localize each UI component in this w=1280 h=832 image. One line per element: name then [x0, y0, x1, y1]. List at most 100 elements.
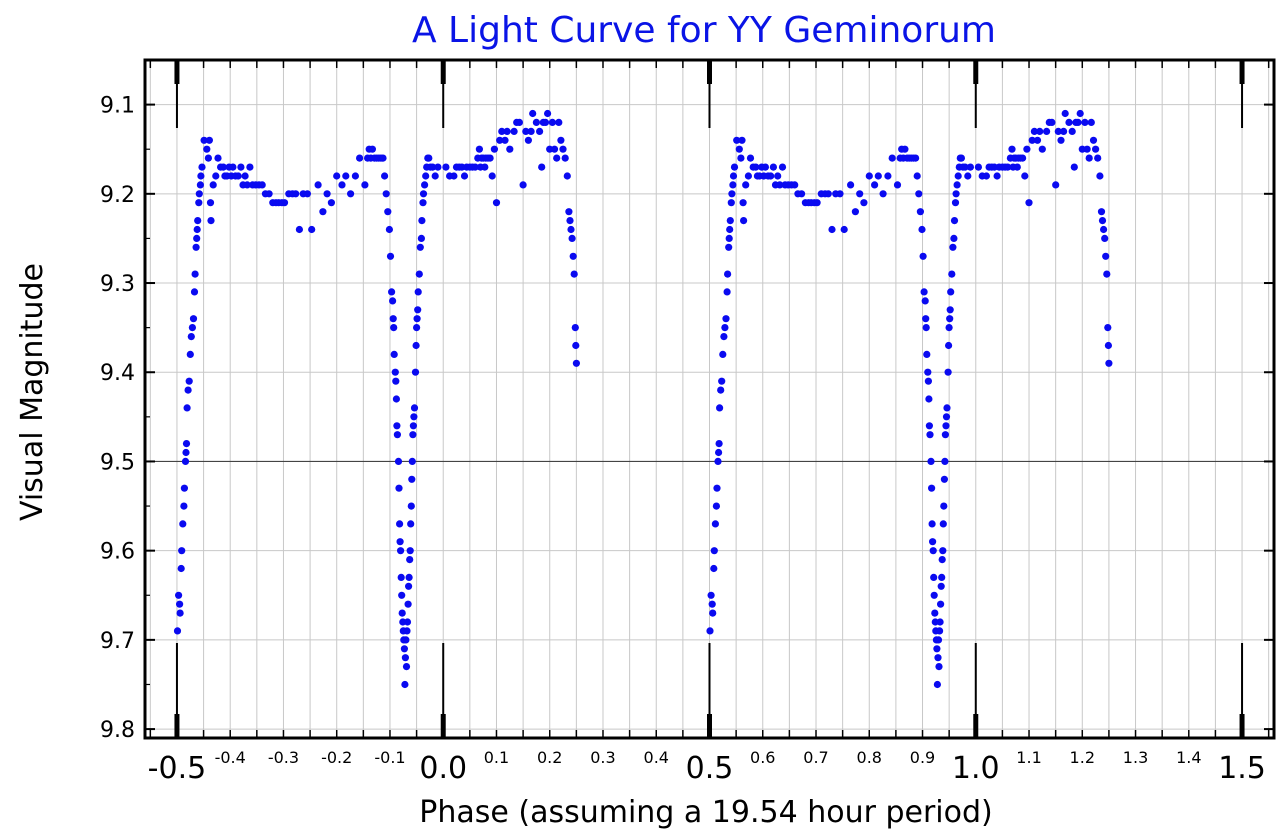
data-point: [425, 154, 433, 162]
data-point: [176, 600, 184, 608]
data-point: [538, 163, 546, 171]
data-point: [561, 154, 569, 162]
data-point: [541, 118, 550, 126]
data-point: [778, 163, 787, 171]
data-point: [954, 172, 962, 180]
data-point: [308, 225, 316, 234]
data-point: [506, 145, 514, 153]
data-point: [813, 199, 821, 207]
data-point: [498, 127, 506, 135]
data-point: [1023, 145, 1031, 153]
data-point: [921, 297, 929, 305]
data-point: [393, 422, 401, 430]
data-point: [742, 181, 750, 189]
data-point: [205, 136, 213, 144]
data-point: [177, 564, 185, 573]
data-point: [893, 181, 902, 189]
data-point: [714, 457, 722, 465]
data-point: [191, 270, 199, 278]
data-point: [720, 333, 728, 341]
data-point: [951, 199, 960, 207]
data-point: [422, 172, 430, 180]
data-point: [709, 609, 717, 617]
data-point: [391, 368, 399, 376]
data-point: [180, 484, 188, 492]
data-point: [188, 324, 196, 332]
data-point: [186, 350, 194, 358]
x-minor-tick-label: 0.8: [857, 748, 882, 767]
data-point: [323, 190, 331, 198]
data-point: [442, 163, 450, 171]
data-point: [930, 573, 938, 582]
data-point: [415, 270, 423, 278]
x-minor-tick-label: -0.1: [374, 748, 405, 767]
x-minor-tick-label: -0.4: [215, 748, 246, 767]
data-point: [401, 680, 409, 689]
data-point: [930, 591, 938, 599]
data-point: [408, 475, 416, 483]
data-point: [182, 448, 190, 457]
data-point: [729, 181, 737, 189]
data-point: [178, 547, 186, 555]
x-minor-tick-label: -0.3: [268, 748, 299, 767]
data-point: [937, 600, 945, 608]
data-point: [1070, 163, 1078, 171]
data-point: [939, 520, 947, 528]
data-point: [746, 154, 755, 162]
data-point: [940, 475, 949, 483]
data-point: [1104, 341, 1112, 350]
data-point: [925, 395, 933, 403]
data-point: [1061, 109, 1069, 118]
data-point: [488, 172, 496, 180]
data-point: [402, 636, 410, 644]
data-point: [569, 252, 577, 260]
data-point: [974, 163, 983, 171]
data-point: [737, 154, 745, 162]
data-point: [840, 225, 848, 234]
data-point: [707, 591, 715, 599]
data-point: [408, 457, 416, 465]
data-point: [1019, 154, 1027, 162]
data-point: [769, 163, 778, 171]
data-point: [884, 172, 892, 180]
x-minor-tick-label: 0.7: [803, 748, 828, 767]
data-point: [716, 404, 724, 412]
data-point: [729, 172, 738, 180]
data-point: [411, 368, 420, 376]
data-point: [824, 190, 832, 198]
y-tick-label: 9.1: [100, 94, 135, 119]
data-point: [389, 315, 397, 323]
data-point: [392, 395, 400, 403]
data-point: [280, 199, 289, 207]
data-point: [406, 556, 414, 564]
data-point: [947, 288, 955, 296]
data-point: [338, 181, 346, 189]
data-point: [940, 502, 948, 510]
x-major-tick-label: 0.5: [686, 751, 734, 786]
data-point: [913, 172, 921, 180]
data-point: [726, 217, 734, 225]
data-point: [948, 270, 956, 278]
data-point: [295, 225, 303, 234]
data-point: [1102, 252, 1110, 260]
data-point: [409, 431, 417, 439]
data-point: [744, 172, 753, 180]
data-point: [1052, 181, 1060, 189]
data-point: [851, 208, 860, 216]
data-point: [450, 172, 458, 180]
data-point: [945, 324, 953, 332]
data-point: [381, 172, 389, 180]
data-point: [929, 538, 937, 546]
data-point: [856, 190, 864, 198]
data-point: [418, 217, 426, 225]
data-point: [413, 315, 421, 323]
data-point: [475, 145, 483, 153]
data-point: [929, 547, 937, 555]
data-point: [503, 127, 511, 135]
data-point: [946, 315, 954, 323]
data-point: [860, 199, 868, 207]
data-point: [175, 591, 183, 599]
data-point: [918, 225, 926, 234]
data-point: [229, 163, 237, 171]
data-point: [398, 591, 406, 599]
